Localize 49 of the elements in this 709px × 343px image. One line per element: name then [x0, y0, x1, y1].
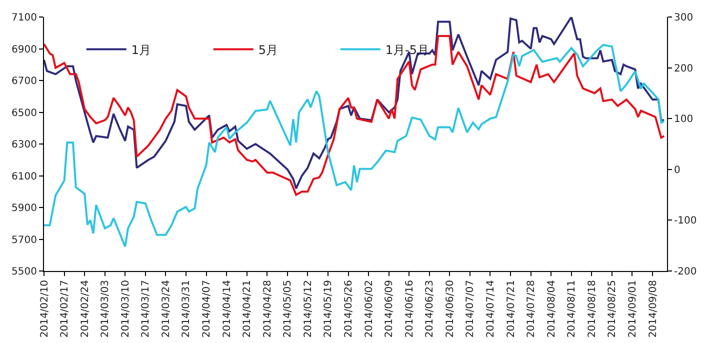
- legend-label: 1月: [131, 42, 152, 57]
- x-tick-label: 2014/04/28: [262, 280, 274, 338]
- x-tick-label: 2014/06/16: [404, 280, 416, 338]
- x-tick-label: 2014/09/08: [648, 280, 659, 338]
- x-tick-label: 2014/06/09: [384, 280, 396, 338]
- x-tick-label: 2014/09/01: [627, 280, 638, 338]
- y-tick-label: 5500: [12, 266, 37, 278]
- y2-tick-label: 200: [674, 63, 694, 74]
- y-tick-label: 5900: [12, 203, 37, 214]
- x-tick-label: 2014/07/14: [485, 280, 496, 338]
- y2-tick-label: -200: [674, 266, 697, 278]
- x-tick-label: 2014/03/31: [181, 280, 192, 338]
- x-tick-label: 2014/04/07: [202, 280, 213, 338]
- x-tick-label: 2014/07/07: [465, 280, 476, 338]
- x-tick-label: 2014/04/21: [242, 280, 254, 338]
- y2-tick-label: 0: [674, 164, 680, 176]
- y-tick-label: 6700: [12, 76, 37, 87]
- x-tick-label: 2014/02/17: [60, 280, 71, 338]
- x-tick-label: 2014/04/14: [222, 280, 233, 338]
- line-series: [44, 44, 666, 248]
- x-tick-label: 2014/03/10: [120, 280, 132, 338]
- x-tick-label: 2014/06/02: [364, 280, 375, 338]
- y-tick-label: 6900: [12, 44, 37, 56]
- x-tick-label: 2014/03/17: [140, 280, 152, 338]
- y-tick-label: 6500: [12, 108, 37, 119]
- x-tick-label: 2014/02/24: [80, 280, 91, 338]
- x-tick-label: 2014/08/25: [607, 280, 618, 338]
- x-tick-label: 2014/08/11: [566, 280, 578, 338]
- y-tick-label: 7100: [12, 12, 37, 24]
- y2-tick-label: 100: [674, 114, 694, 126]
- x-tick-label: 2014/05/12: [302, 280, 314, 338]
- x-tick-label: 2014/06/23: [424, 280, 436, 338]
- y-tick-label: 5700: [12, 234, 37, 246]
- x-tick-label: 2014/02/10: [39, 280, 50, 338]
- y-tick-label: 6300: [12, 140, 37, 150]
- x-tick-label: 2014/08/04: [546, 280, 558, 338]
- y2-tick-label: 300: [674, 12, 694, 24]
- x-tick-label: 2014/05/19: [323, 280, 334, 338]
- x-tick-label: 2014/07/28: [526, 280, 538, 338]
- x-tick-label: 2014/05/05: [282, 280, 294, 338]
- x-tick-label: 2014/03/24: [160, 280, 172, 338]
- x-tick-label: 2014/07/21: [506, 280, 517, 338]
- x-tick-label: 2014/03/03: [100, 280, 112, 338]
- y-tick-label: 6100: [12, 171, 37, 182]
- x-tick-label: 2014/06/30: [444, 280, 456, 338]
- legend-label: 5月: [258, 42, 278, 57]
- x-tick-label: 2014/05/26: [344, 280, 355, 338]
- y2-tick-label: -100: [674, 216, 697, 227]
- x-tick-label: 2014/08/18: [586, 280, 598, 338]
